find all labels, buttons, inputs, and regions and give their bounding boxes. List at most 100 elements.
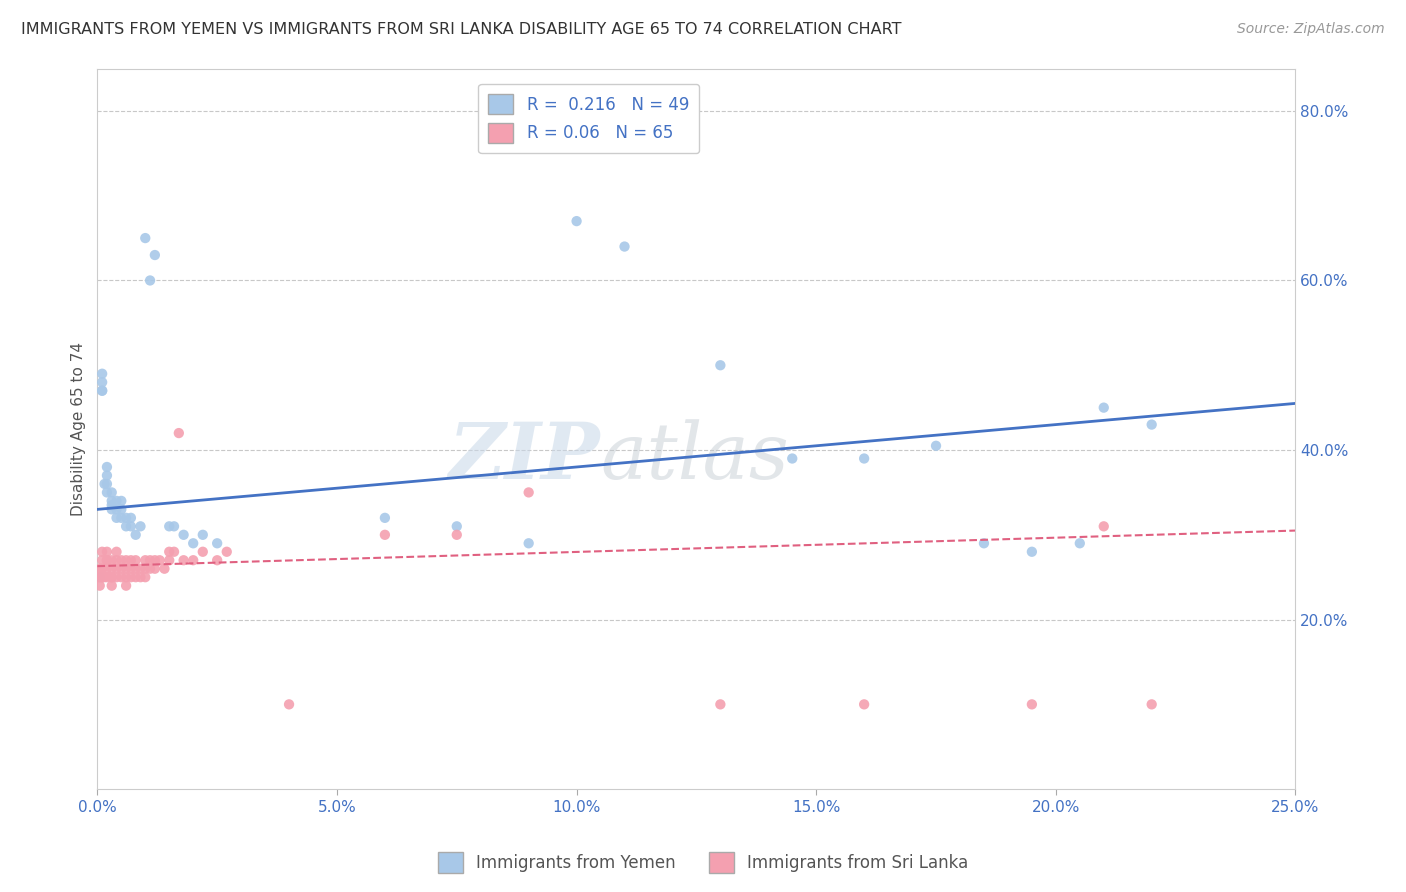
Point [925,439,948,453]
Point [100,494,122,508]
Point [157,519,180,533]
Text: ZIP: ZIP [449,419,600,496]
Point [446,528,468,542]
Point [181,553,204,567]
Point [709,698,731,712]
Point [115,579,138,593]
Point [143,562,166,576]
Point [120,511,142,525]
Point [1021,545,1043,559]
Point [105,502,128,516]
Y-axis label: Disability Age 65 to 74: Disability Age 65 to 74 [72,342,86,516]
Point [139,553,162,567]
Point [278,698,301,712]
Point [100,570,122,584]
Point [100,570,122,584]
Point [110,511,132,525]
Point [120,519,142,533]
Text: atlas: atlas [600,419,789,496]
Point [374,511,396,525]
Point [100,562,122,576]
Point [125,553,148,567]
Point [709,358,731,372]
Point [105,511,128,525]
Point [100,485,122,500]
Point [105,570,128,584]
Point [100,498,122,512]
Point [91,384,114,398]
Point [143,553,166,567]
Point [87,570,110,584]
Point [853,451,876,466]
Point [89,570,111,584]
Point [100,502,122,516]
Point [110,553,132,567]
Point [91,562,114,576]
Point [446,519,468,533]
Point [125,562,148,576]
Point [191,528,214,542]
Point [115,511,138,525]
Point [173,528,195,542]
Point [93,477,115,491]
Point [110,502,132,516]
Point [96,485,118,500]
Point [91,570,114,584]
Point [139,273,162,287]
Point [134,231,156,245]
Point [91,570,114,584]
Point [93,570,115,584]
Point [120,570,142,584]
Point [153,562,176,576]
Legend: R =  0.216   N = 49, R = 0.06   N = 65: R = 0.216 N = 49, R = 0.06 N = 65 [478,84,699,153]
Point [163,519,186,533]
Point [129,570,152,584]
Point [115,562,138,576]
Point [157,545,180,559]
Point [89,579,111,593]
Point [973,536,995,550]
Point [96,553,118,567]
Point [149,553,172,567]
Point [167,426,190,441]
Point [565,214,588,228]
Point [853,698,876,712]
Point [1140,698,1163,712]
Point [1092,519,1115,533]
Point [110,570,132,584]
Point [96,460,118,475]
Point [91,553,114,567]
Point [134,562,156,576]
Point [157,553,180,567]
Point [96,570,118,584]
Point [1069,536,1091,550]
Point [91,367,114,381]
Point [91,545,114,559]
Point [91,375,114,389]
Point [96,553,118,567]
Point [105,545,128,559]
Point [96,562,118,576]
Point [129,519,152,533]
Point [125,528,148,542]
Point [91,384,114,398]
Point [96,477,118,491]
Legend: Immigrants from Yemen, Immigrants from Sri Lanka: Immigrants from Yemen, Immigrants from S… [430,846,976,880]
Point [173,553,195,567]
Point [100,579,122,593]
Point [125,570,148,584]
Point [120,562,142,576]
Text: IMMIGRANTS FROM YEMEN VS IMMIGRANTS FROM SRI LANKA DISABILITY AGE 65 TO 74 CORRE: IMMIGRANTS FROM YEMEN VS IMMIGRANTS FROM… [21,22,901,37]
Point [105,553,128,567]
Point [143,248,166,262]
Point [163,545,186,559]
Point [139,562,162,576]
Point [115,553,138,567]
Point [105,562,128,576]
Point [215,545,238,559]
Point [96,545,118,559]
Point [780,451,803,466]
Point [96,468,118,483]
Point [120,553,142,567]
Point [110,494,132,508]
